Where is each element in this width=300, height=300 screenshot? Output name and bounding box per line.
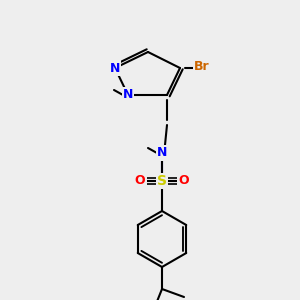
- Text: N: N: [110, 61, 120, 74]
- Text: Br: Br: [194, 59, 210, 73]
- Text: S: S: [157, 174, 167, 188]
- Text: N: N: [123, 88, 133, 101]
- Text: O: O: [179, 175, 189, 188]
- Text: O: O: [135, 175, 145, 188]
- Text: N: N: [157, 146, 167, 160]
